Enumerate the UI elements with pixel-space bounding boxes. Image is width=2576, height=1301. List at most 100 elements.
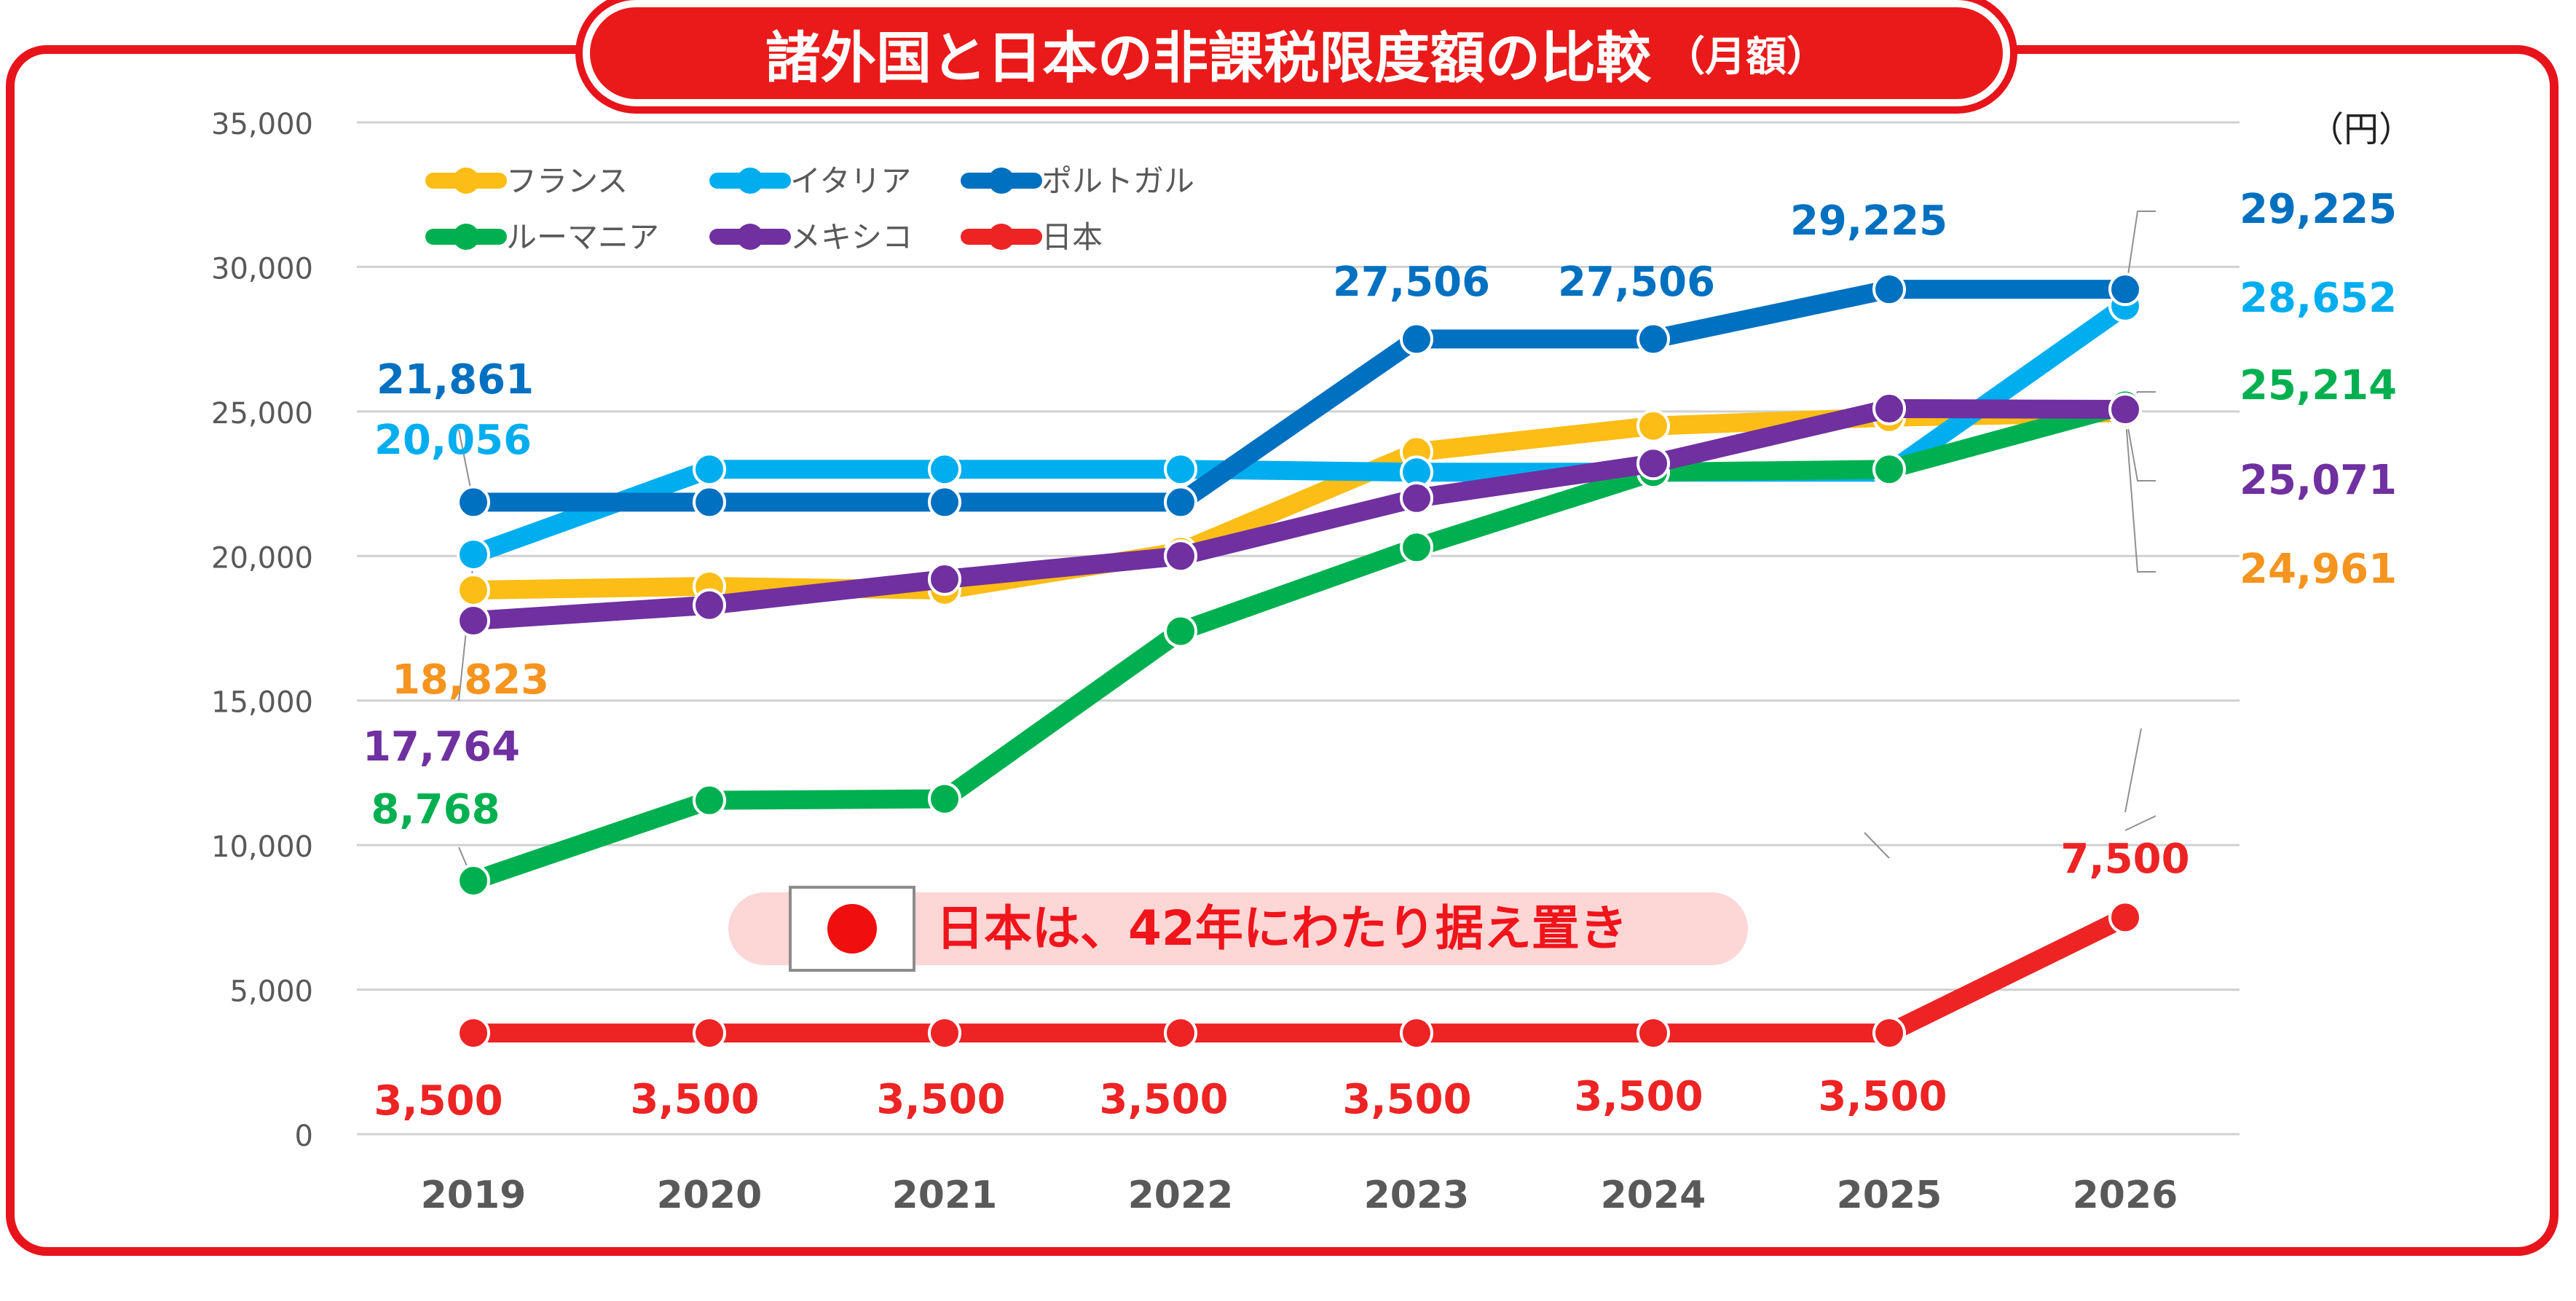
data-label: 18,823 xyxy=(392,656,549,704)
legend-label: 日本 xyxy=(1041,219,1103,255)
x-tick-label: 2024 xyxy=(1601,1174,1706,1217)
data-label: 7,500 xyxy=(2060,836,2189,883)
series-line-2 xyxy=(464,280,2135,512)
data-point-3 xyxy=(457,864,490,898)
data-point-1 xyxy=(693,452,726,487)
data-label: 29,225 xyxy=(1790,197,1947,245)
data-point-1 xyxy=(1164,452,1197,487)
data-point-0 xyxy=(457,573,490,607)
leader-line xyxy=(2124,815,2156,831)
y-tick-label: 5,000 xyxy=(229,975,313,1009)
y-tick-label: 20,000 xyxy=(211,541,313,575)
x-tick-label: 2025 xyxy=(1837,1174,1942,1217)
data-label: 25,071 xyxy=(2240,457,2397,504)
data-label: 3,500 xyxy=(876,1076,1005,1123)
data-label: 25,214 xyxy=(2240,362,2397,409)
data-label: 21,861 xyxy=(377,356,534,404)
legend-label: メキシコ xyxy=(790,219,913,255)
data-label: 28,652 xyxy=(2240,275,2397,322)
legend-marker xyxy=(737,224,763,250)
leader-line xyxy=(1864,832,1890,859)
data-label: 3,500 xyxy=(630,1076,759,1123)
data-point-3 xyxy=(1400,530,1433,565)
x-tick-label: 2026 xyxy=(2073,1174,2178,1217)
title-text: 諸外国と日本の非課税限度額の比較 xyxy=(765,25,1651,90)
data-label: 27,506 xyxy=(1558,259,1715,306)
y-tick-label: 35,000 xyxy=(211,108,313,141)
leader-line xyxy=(2124,211,2156,295)
data-label: 3,500 xyxy=(374,1077,503,1125)
data-point-5 xyxy=(1164,1016,1197,1050)
series-line-5 xyxy=(464,908,2135,1043)
data-point-4 xyxy=(1400,481,1433,515)
data-label: 8,768 xyxy=(371,786,500,833)
legend-label: フランス xyxy=(506,163,628,199)
legend-marker xyxy=(453,168,479,194)
data-label: 3,500 xyxy=(1818,1073,1947,1120)
data-label: 3,500 xyxy=(1574,1073,1703,1120)
legend-label: イタリア xyxy=(790,163,911,199)
annotation-text: 日本は、42年にわたり据え置き xyxy=(936,900,1628,956)
series-line-3 xyxy=(464,396,2135,891)
data-point-3 xyxy=(693,783,726,817)
title-suffix: （月額） xyxy=(1664,33,1827,81)
data-point-5 xyxy=(1636,1016,1670,1050)
japan-flag-circle xyxy=(827,904,877,954)
leader-line xyxy=(2124,411,2156,573)
data-label: 24,961 xyxy=(2240,546,2397,593)
data-point-4 xyxy=(928,562,961,597)
y-tick-label: 15,000 xyxy=(211,686,313,720)
data-label: 27,506 xyxy=(1333,259,1490,306)
y-tick-label: 0 xyxy=(295,1120,313,1153)
data-point-4 xyxy=(1164,539,1197,573)
data-label: 29,225 xyxy=(2240,186,2397,233)
data-point-2 xyxy=(1636,322,1670,356)
leader-line xyxy=(2124,411,2156,482)
chart-title: 諸外国と日本の非課税限度額の比較 （月額） xyxy=(583,0,2010,106)
data-label: 20,056 xyxy=(374,417,532,464)
data-label: 3,500 xyxy=(1099,1076,1228,1123)
data-point-2 xyxy=(457,485,490,519)
leader-line xyxy=(2124,728,2142,813)
x-tick-label: 2021 xyxy=(892,1174,998,1217)
data-point-5 xyxy=(1400,1016,1433,1050)
data-point-2 xyxy=(2108,272,2142,307)
legend-marker xyxy=(453,224,479,250)
legend-label: ポルトガル xyxy=(1041,163,1194,199)
data-point-2 xyxy=(1872,272,1906,307)
data-point-4 xyxy=(1636,447,1670,481)
data-point-5 xyxy=(693,1016,726,1050)
legend-marker xyxy=(988,224,1015,250)
x-tick-label: 2022 xyxy=(1128,1174,1234,1217)
legend-marker xyxy=(988,168,1015,194)
data-point-4 xyxy=(1872,391,1906,425)
legend-marker xyxy=(737,168,763,194)
data-point-2 xyxy=(1164,485,1197,519)
data-point-3 xyxy=(928,782,961,816)
data-point-5 xyxy=(2108,900,2142,935)
annotation-bubble xyxy=(728,892,1748,965)
x-tick-label: 2023 xyxy=(1364,1174,1470,1217)
data-point-2 xyxy=(928,485,961,519)
data-point-1 xyxy=(928,452,961,487)
data-point-5 xyxy=(457,1016,490,1050)
data-point-3 xyxy=(1164,614,1197,648)
data-point-4 xyxy=(693,588,726,622)
y-tick-label: 25,000 xyxy=(211,397,313,431)
data-point-2 xyxy=(693,485,726,519)
data-point-2 xyxy=(1400,322,1433,356)
data-label: 17,764 xyxy=(363,723,520,771)
series-line-4 xyxy=(464,398,2135,631)
data-point-3 xyxy=(1872,452,1906,487)
data-point-0 xyxy=(1636,409,1670,443)
data-point-1 xyxy=(457,538,490,572)
data-point-5 xyxy=(1872,1016,1906,1050)
legend-label: ルーマニア xyxy=(506,219,659,255)
x-tick-label: 2020 xyxy=(657,1174,763,1217)
data-point-5 xyxy=(928,1016,961,1050)
data-point-4 xyxy=(2108,393,2142,427)
y-unit-label: （円） xyxy=(2309,109,2414,150)
y-tick-label: 30,000 xyxy=(211,252,313,286)
y-tick-label: 10,000 xyxy=(211,830,313,864)
